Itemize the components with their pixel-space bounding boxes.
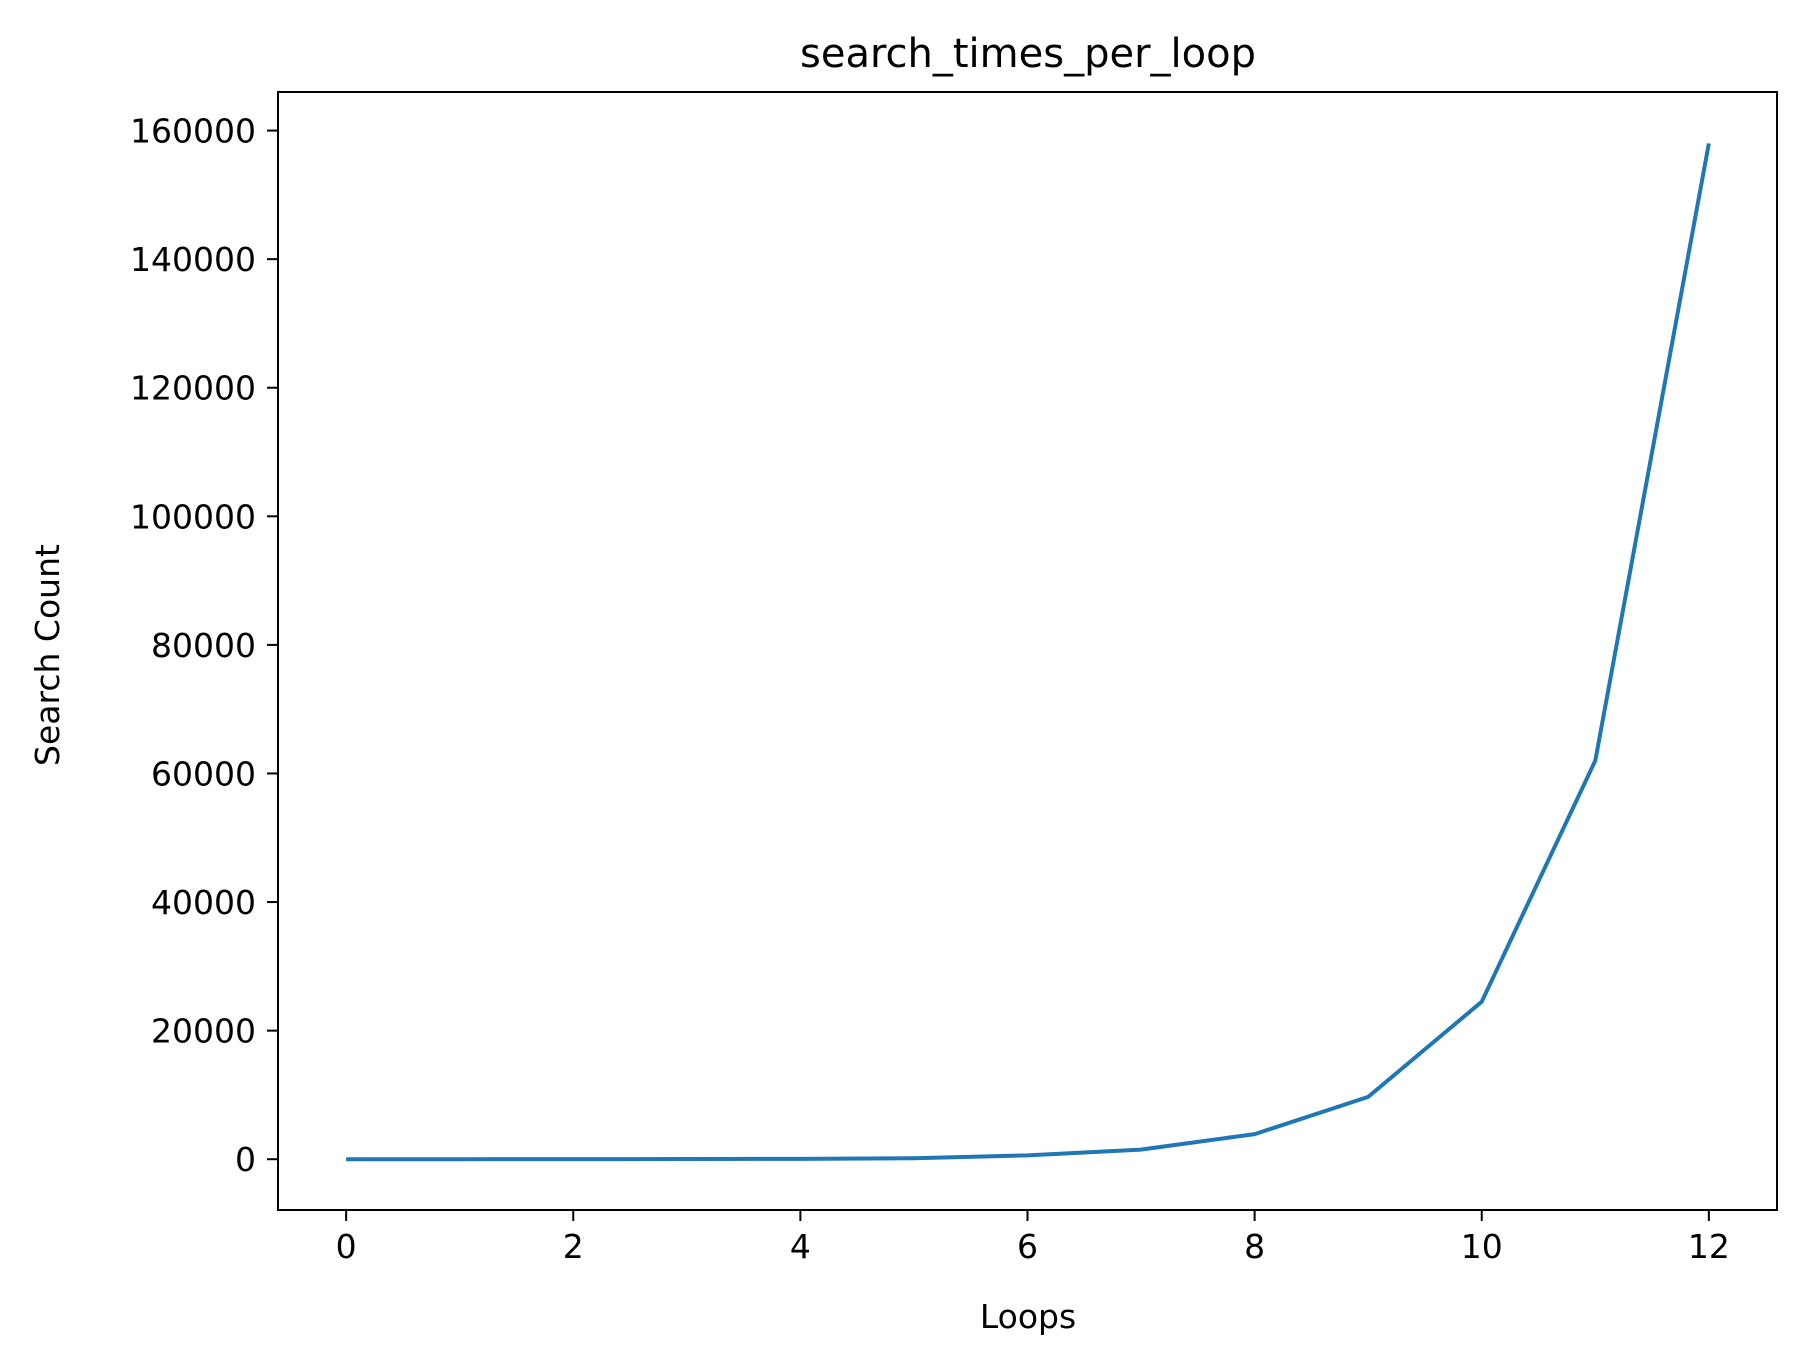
y-tick-label: 160000 [130, 112, 256, 151]
x-tick-label: 8 [1244, 1227, 1265, 1266]
y-axis: 0 20000 40000 60000 80000 100000 120000 140000 1… [130, 112, 278, 1179]
y-tick-label: 140000 [130, 240, 256, 279]
series-layer [346, 143, 1711, 1162]
x-tick-label: 6 [1017, 1227, 1038, 1266]
y-tick-label: 120000 [130, 369, 256, 408]
x-tick-label: 0 [336, 1227, 357, 1266]
x-tick-label: 12 [1688, 1227, 1730, 1266]
y-tick-label: 20000 [151, 1012, 256, 1051]
y-tick-label: 40000 [151, 883, 256, 922]
y-tick-label: 0 [235, 1140, 256, 1179]
axes-frame [277, 91, 1778, 1211]
chart-title: search_times_per_loop [800, 31, 1256, 77]
x-axis-label: Loops [980, 1297, 1076, 1336]
x-tick-label: 4 [790, 1227, 811, 1266]
x-tick-label: 10 [1461, 1227, 1503, 1266]
y-axis-label: Search Count [28, 544, 67, 766]
y-tick-label: 100000 [130, 497, 256, 536]
x-axis: 0 2 4 6 8 10 12 [336, 1210, 1730, 1266]
y-tick-label: 60000 [151, 754, 256, 793]
x-tick-label: 2 [563, 1227, 584, 1266]
y-tick-label: 80000 [151, 626, 256, 665]
